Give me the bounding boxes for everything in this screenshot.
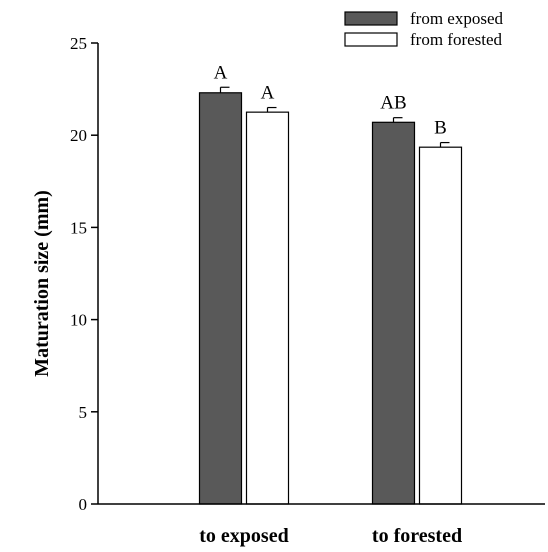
category-label: to exposed [199,525,288,547]
y-axis-title: Maturation size (mm) [31,190,53,377]
legend: from exposed from forested [344,9,504,49]
y-tick-label: 5 [79,403,88,422]
y-tick-label: 0 [79,495,88,514]
bar-from-exposed [198,92,243,505]
y-tick-label: 25 [70,34,87,53]
significance-labels: A A AB B [214,62,447,138]
bar-from-forested [245,111,290,505]
significance-label: AB [380,93,406,114]
significance-label: A [214,62,228,83]
y-axis-ticks: 0 5 10 15 20 25 [70,34,98,514]
y-tick-label: 10 [70,311,87,330]
category-labels: to exposed to forested [199,525,462,547]
significance-label: A [261,83,275,104]
bar-from-forested [418,146,463,505]
legend-label: from exposed [410,9,504,28]
bar-from-exposed [371,121,416,505]
y-tick-label: 20 [70,126,87,145]
significance-label: B [434,118,447,139]
category-label: to forested [372,525,462,547]
legend-swatch [344,32,398,47]
legend-swatch [344,11,398,26]
bars [198,86,463,505]
y-tick-label: 15 [70,218,87,237]
legend-label: from forested [410,30,503,49]
